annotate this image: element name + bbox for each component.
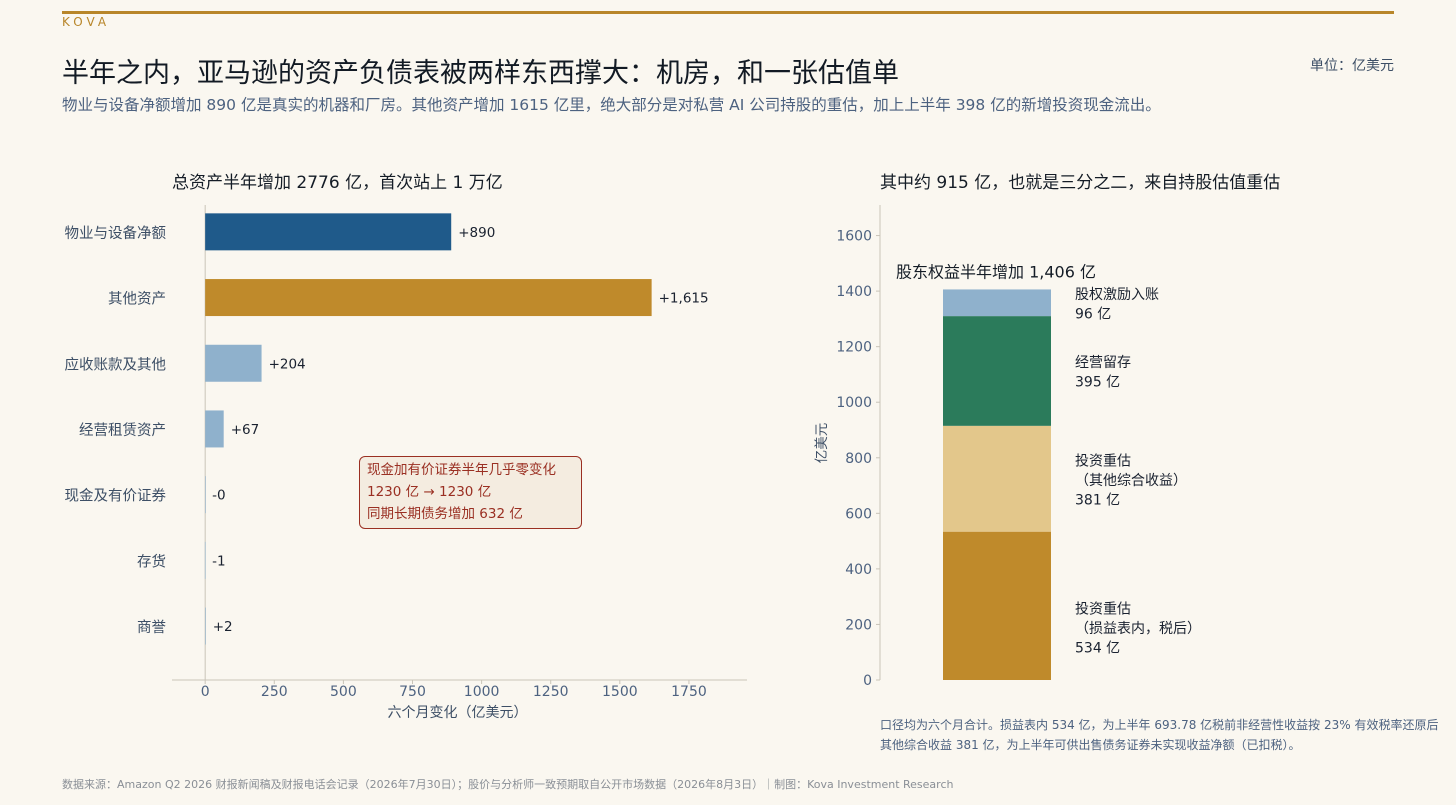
stack-total-label: 股东权益半年增加 1,406 亿 <box>896 262 1096 281</box>
y-tick-label-3: 600 <box>845 506 872 522</box>
y-tick-label-6: 1200 <box>836 340 872 356</box>
data-label-4: -0 <box>212 488 225 504</box>
category-label-2: 应收账款及其他 <box>65 355 167 373</box>
category-label-3: 经营租赁资产 <box>79 422 166 439</box>
data-label-0: +890 <box>458 225 495 241</box>
source-note: 数据来源：Amazon Q2 2026 财报新闻稿及财报电话会记录（2026年7… <box>62 778 954 791</box>
category-label-4: 现金及有价证券 <box>65 488 167 505</box>
data-label-3: +67 <box>231 422 259 438</box>
callout-line-2: 1230 亿 → 1230 亿 <box>367 484 492 500</box>
top-rule <box>62 11 1394 14</box>
x-tick-label-7: 1750 <box>671 684 707 700</box>
x-tick-label-0: 0 <box>201 684 210 700</box>
segment-label-1-2: 381 亿 <box>1075 492 1120 508</box>
y-tick-label-5: 1000 <box>836 395 872 411</box>
data-label-2: +204 <box>269 356 306 372</box>
category-label-6: 商誉 <box>137 619 166 636</box>
stack-segment-0 <box>943 531 1051 680</box>
footnote-line-1: 口径均为六个月合计。损益表内 534 亿，为上半年 693.78 亿税前非经营性… <box>880 718 1439 732</box>
stack-segment-3 <box>943 289 1051 317</box>
bar-0 <box>205 213 452 251</box>
callout-line-1: 现金加有价证券半年几乎零变化 <box>367 462 556 478</box>
x-tick-label-3: 750 <box>399 684 426 700</box>
segment-label-0-1: （损益表内，税后） <box>1075 621 1201 637</box>
bar-4 <box>205 476 206 514</box>
y-tick-label-0: 0 <box>863 673 872 689</box>
left-panel-title: 总资产半年增加 2776 亿，首次站上 1 万亿 <box>172 173 503 193</box>
brand-logo: KOVA <box>62 15 111 29</box>
page-title: 半年之内，亚马逊的资产负债表被两样东西撑大：机房，和一张估值单 <box>62 58 899 89</box>
footnote-line-2: 其他综合收益 381 亿，为上半年可供出售债务证券未实现收益净额（已扣税）。 <box>880 738 1301 752</box>
segment-label-2-1: 395 亿 <box>1075 375 1120 391</box>
cash-callout: 现金加有价证券半年几乎零变化 1230 亿 → 1230 亿 同期长期债务增加 … <box>359 456 582 529</box>
stack-segment-2 <box>943 316 1051 426</box>
y-tick-label-4: 800 <box>845 451 872 467</box>
category-label-0: 物业与设备净额 <box>65 225 167 242</box>
bar-5 <box>204 541 206 579</box>
segment-label-1-1: （其他综合收益） <box>1075 473 1187 489</box>
x-tick-label-4: 1000 <box>464 684 500 700</box>
y-tick-label-7: 1400 <box>836 284 872 300</box>
data-label-1: +1,615 <box>659 291 709 307</box>
data-label-6: +2 <box>213 619 233 635</box>
bar-3 <box>205 410 224 448</box>
data-label-5: -1 <box>212 553 225 569</box>
x-tick-label-2: 500 <box>330 684 357 700</box>
segment-label-3-1: 96 亿 <box>1075 307 1111 323</box>
category-label-1: 其他资产 <box>108 291 166 308</box>
segment-label-2-0: 经营留存 <box>1075 355 1131 371</box>
segment-label-3-0: 股权激励入账 <box>1075 286 1159 303</box>
footnote: 口径均为六个月合计。损益表内 534 亿，为上半年 693.78 亿税前非经营性… <box>880 715 1456 755</box>
stack-segment-1 <box>943 425 1051 532</box>
bar-1 <box>205 279 652 317</box>
segment-label-0-2: 534 亿 <box>1075 640 1120 656</box>
callout-line-3: 同期长期债务增加 632 亿 <box>367 506 523 522</box>
y-tick-label-8: 1600 <box>836 229 872 245</box>
x-tick-label-5: 1250 <box>533 684 569 700</box>
bar-6 <box>205 607 206 645</box>
unit-label: 单位：亿美元 <box>1310 58 1394 74</box>
y-tick-label-2: 400 <box>845 562 872 578</box>
segment-label-0-0: 投资重估 <box>1075 601 1131 617</box>
x-tick-label-1: 250 <box>261 684 288 700</box>
x-axis-label: 六个月变化（亿美元） <box>388 705 528 721</box>
x-tick-label-6: 1500 <box>602 684 638 700</box>
segment-label-1-0: 投资重估 <box>1075 453 1131 469</box>
y-tick-label-1: 200 <box>845 617 872 633</box>
bar-2 <box>205 344 262 382</box>
y-axis-label: 亿美元 <box>814 423 830 464</box>
page-subtitle: 物业与设备净额增加 890 亿是真实的机器和厂房。其他资产增加 1615 亿里，… <box>62 96 1161 114</box>
right-panel-title: 其中约 915 亿，也就是三分之二，来自持股估值重估 <box>880 173 1281 193</box>
category-label-5: 存货 <box>137 553 166 570</box>
